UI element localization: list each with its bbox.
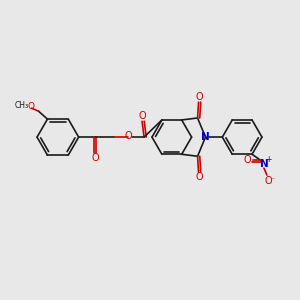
Text: N: N — [260, 159, 268, 169]
Text: +: + — [266, 155, 272, 164]
Text: O: O — [264, 176, 272, 186]
Text: ⁻: ⁻ — [271, 176, 275, 184]
Text: O: O — [91, 153, 99, 163]
Text: O: O — [196, 172, 203, 182]
Text: O: O — [124, 131, 132, 141]
Text: CH₃: CH₃ — [15, 101, 29, 110]
Text: O: O — [27, 102, 34, 111]
Text: O: O — [196, 92, 203, 102]
Text: O: O — [243, 155, 251, 165]
Text: O: O — [138, 111, 146, 121]
Text: N: N — [201, 132, 210, 142]
